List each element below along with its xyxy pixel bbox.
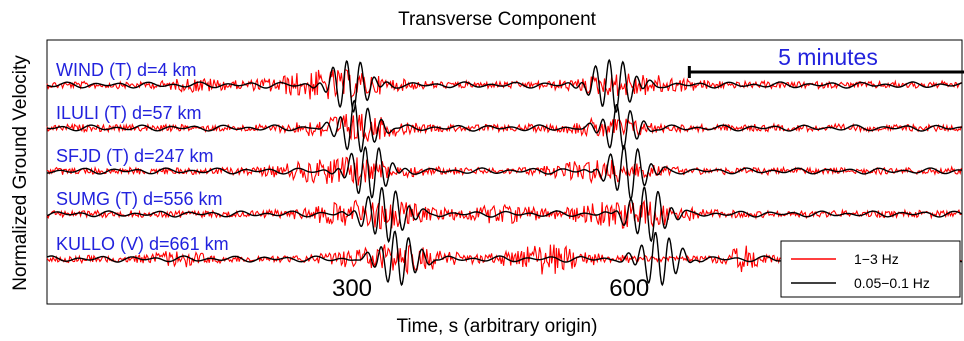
trace-lowfreq-sfjd (46, 144, 962, 200)
x-ticks: 300 600 (332, 275, 649, 302)
x-tick-label-300: 300 (332, 275, 372, 302)
station-label-kullo: KULLO (V) d=661 km (56, 234, 229, 254)
legend-label-1: 0.05−0.1 Hz (854, 275, 930, 291)
trace-highfreq-sfjd (46, 156, 962, 186)
station-label-sfjd: SFJD (T) d=247 km (56, 146, 214, 166)
labels-layer: WIND (T) d=4 km ILULI (T) d=57 km SFJD (T)… (56, 60, 229, 254)
traces-layer (46, 58, 963, 287)
legend-label-0: 1−3 Hz (854, 251, 899, 267)
y-axis-label: Normalized Ground Velocity (10, 55, 31, 291)
legend: 1−3 Hz 0.05−0.1 Hz (780, 240, 961, 298)
trace-lowfreq-iluli (46, 99, 962, 153)
trace-lowfreq-sumg (46, 185, 963, 244)
station-label-wind: WIND (T) d=4 km (56, 60, 197, 80)
x-axis-label: Time, s (arbitrary origin) (397, 316, 598, 337)
station-label-sumg: SUMG (T) d=556 km (56, 189, 223, 209)
station-label-iluli: ILULI (T) d=57 km (56, 103, 202, 123)
trace-lowfreq-wind (46, 58, 962, 113)
legend-box (780, 240, 961, 298)
scale-bar: 5 minutes (687, 44, 964, 78)
scale-bar-label: 5 minutes (778, 44, 878, 70)
trace-highfreq-wind (46, 69, 962, 101)
x-tick-label-600: 600 (609, 275, 649, 302)
chart-title: Transverse Component (398, 9, 597, 30)
